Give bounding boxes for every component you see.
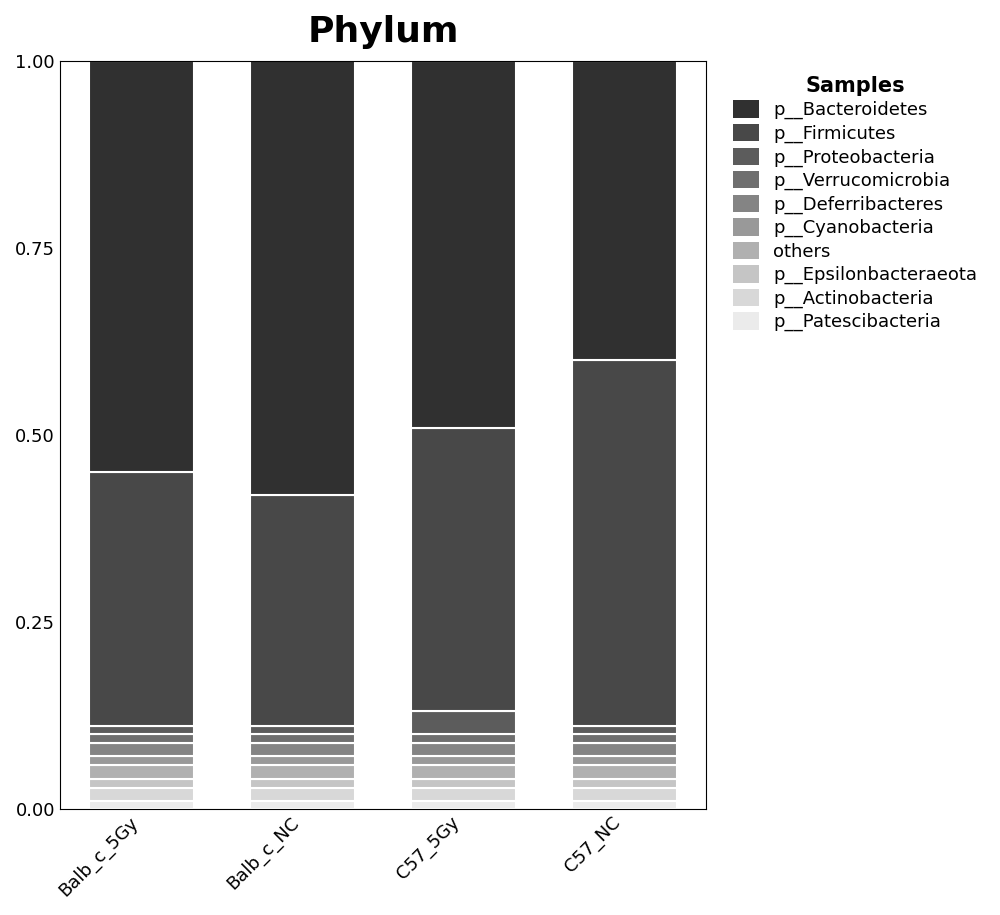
Bar <box>572 779 677 788</box>
Bar <box>89 727 194 734</box>
Bar <box>250 779 355 788</box>
Bar <box>572 734 677 743</box>
Bar <box>411 779 516 788</box>
Bar <box>89 757 194 765</box>
Bar <box>411 802 516 809</box>
Bar <box>411 61 516 427</box>
Bar <box>572 61 677 361</box>
Bar <box>572 743 677 757</box>
Bar <box>572 757 677 765</box>
Bar <box>89 472 194 727</box>
Bar <box>89 765 194 779</box>
Bar <box>89 779 194 788</box>
Bar <box>89 734 194 743</box>
Bar <box>411 712 516 734</box>
Bar <box>572 788 677 802</box>
Bar <box>411 765 516 779</box>
Bar <box>89 788 194 802</box>
Bar <box>572 765 677 779</box>
Bar <box>411 734 516 743</box>
Bar <box>250 802 355 809</box>
Bar <box>411 743 516 757</box>
Bar <box>250 54 355 495</box>
Legend: p__Bacteroidetes, p__Firmicutes, p__Proteobacteria, p__Verrucomicrobia, p__Defer: p__Bacteroidetes, p__Firmicutes, p__Prot… <box>728 70 982 337</box>
Bar <box>250 495 355 727</box>
Bar <box>250 727 355 734</box>
Bar <box>89 743 194 757</box>
Bar <box>250 757 355 765</box>
Bar <box>250 765 355 779</box>
Bar <box>250 788 355 802</box>
Bar <box>572 727 677 734</box>
Bar <box>250 743 355 757</box>
Bar <box>411 757 516 765</box>
Title: Phylum: Phylum <box>307 15 459 49</box>
Bar <box>572 802 677 809</box>
Bar <box>411 788 516 802</box>
Bar <box>89 802 194 809</box>
Bar <box>572 361 677 727</box>
Bar <box>411 427 516 712</box>
Bar <box>89 61 194 472</box>
Bar <box>250 734 355 743</box>
